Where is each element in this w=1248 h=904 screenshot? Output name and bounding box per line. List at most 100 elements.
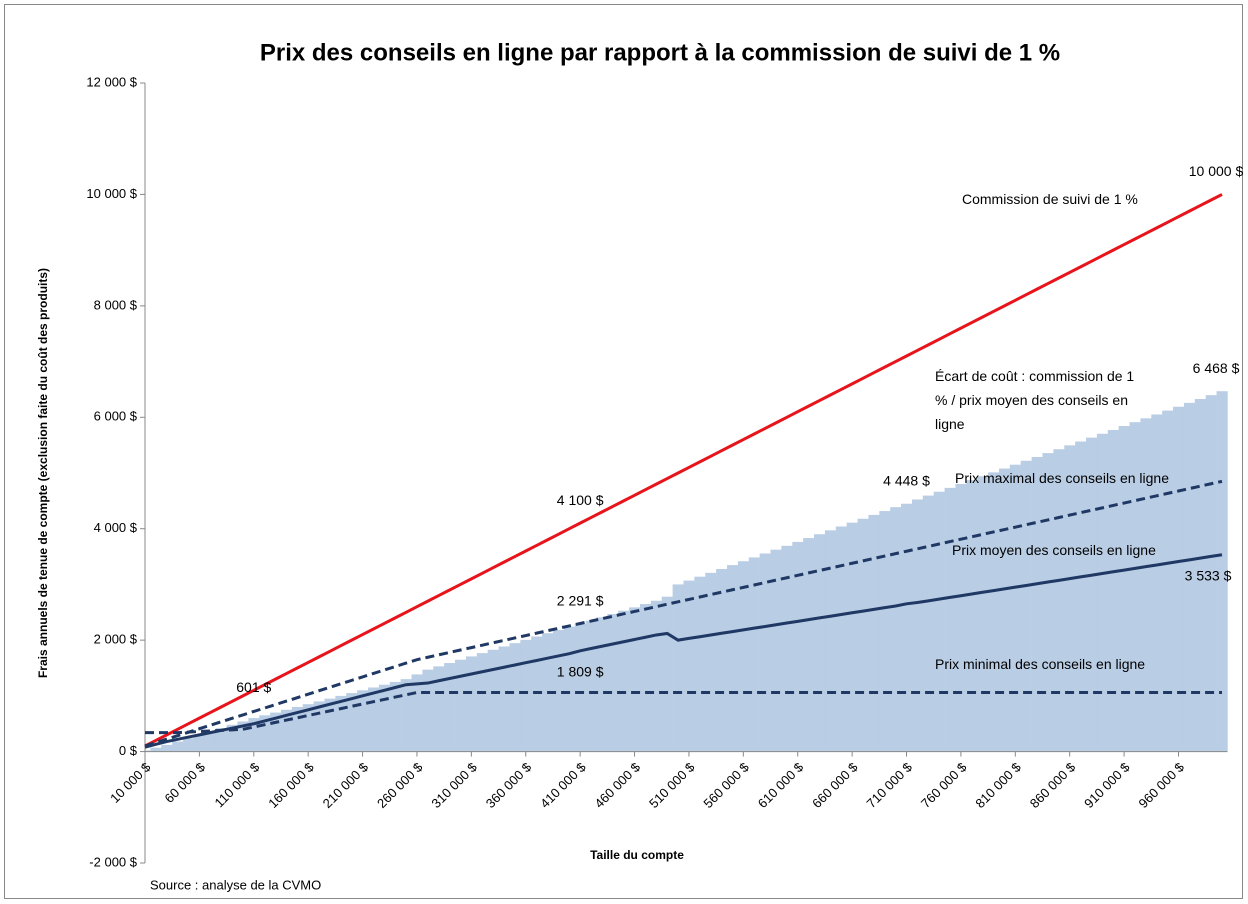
area-step xyxy=(531,636,543,752)
data-label: 3 533 $ xyxy=(1185,567,1232,583)
area-step xyxy=(868,514,880,752)
area-step xyxy=(1194,399,1206,752)
series-name: Prix minimal des conseils en ligne xyxy=(935,656,1146,672)
series-name: Prix moyen des conseils en ligne xyxy=(952,542,1156,558)
area-step xyxy=(1064,445,1076,752)
y-tick-label: 8 000 $ xyxy=(94,297,138,312)
area-step xyxy=(759,553,771,752)
y-tick-label: 6 000 $ xyxy=(94,409,138,424)
area-step xyxy=(629,607,641,752)
area-step xyxy=(270,712,282,752)
area-step xyxy=(465,656,478,752)
area-step xyxy=(313,701,325,752)
area-step xyxy=(1075,441,1087,752)
area-step xyxy=(672,584,684,752)
area-step xyxy=(161,744,173,752)
area-step xyxy=(172,741,184,752)
area-step xyxy=(1183,402,1196,752)
area-step xyxy=(193,734,206,752)
area-step xyxy=(280,709,293,752)
area-step xyxy=(792,541,804,752)
y-tick-label: 12 000 $ xyxy=(86,74,137,89)
area-step xyxy=(727,565,739,752)
area-step xyxy=(487,649,499,752)
area-step xyxy=(1042,453,1054,752)
area-step xyxy=(988,472,1000,752)
data-label: 4 100 $ xyxy=(557,492,604,508)
area-step xyxy=(389,681,401,752)
area-step xyxy=(639,604,652,752)
data-label: 2 291 $ xyxy=(557,593,604,609)
area-step xyxy=(618,610,630,752)
area-step xyxy=(596,617,608,752)
area-step xyxy=(1020,460,1032,752)
area-step xyxy=(737,561,750,752)
area-step xyxy=(1118,426,1130,752)
area-step xyxy=(955,483,967,752)
area-step xyxy=(259,715,271,752)
data-label: 4 448 $ xyxy=(883,472,930,488)
area-step xyxy=(857,518,869,752)
y-tick-label: 2 000 $ xyxy=(94,632,138,647)
area-step xyxy=(509,643,521,752)
area-step xyxy=(226,724,238,752)
area-step xyxy=(204,731,217,752)
area-step xyxy=(302,704,314,752)
area-step xyxy=(650,600,663,752)
area-step xyxy=(150,747,162,752)
data-label: 6 468 $ xyxy=(1193,360,1240,376)
area-step xyxy=(748,557,760,752)
area-step xyxy=(661,596,673,752)
series-name: Prix maximal des conseils en ligne xyxy=(955,470,1169,486)
area-step xyxy=(368,687,380,752)
data-label: 601 $ xyxy=(236,679,271,695)
area-step xyxy=(444,663,456,752)
area-step xyxy=(694,576,706,752)
x-axis-title: Taille du compte xyxy=(590,848,684,862)
area-step xyxy=(378,684,391,752)
area-step xyxy=(901,503,913,752)
chart-title: Prix des conseils en ligne par rapport à… xyxy=(260,39,1060,66)
area-step xyxy=(1173,406,1185,752)
data-label: 10 000 $ xyxy=(1189,163,1244,179)
area-step xyxy=(455,659,467,752)
area-step xyxy=(1086,437,1098,752)
area-step xyxy=(335,695,347,752)
y-axis-title: Frais annuels de tenue de compte (exclus… xyxy=(36,268,50,678)
dashed-line xyxy=(144,479,1223,748)
area-step xyxy=(1129,422,1141,752)
area-step xyxy=(400,679,412,752)
area-step xyxy=(324,698,336,752)
area-step xyxy=(248,718,260,752)
area-step xyxy=(911,499,924,752)
area-step xyxy=(977,476,989,752)
area-step xyxy=(1140,418,1152,752)
area-step xyxy=(705,572,717,752)
area-step xyxy=(922,495,935,752)
y-tick-label: -2 000 $ xyxy=(89,854,137,869)
area-step xyxy=(683,580,695,752)
series-name: Commission de suivi de 1 % xyxy=(962,191,1138,207)
area-step xyxy=(1053,449,1065,752)
area-step xyxy=(803,538,815,752)
area-step xyxy=(1009,464,1022,752)
area-step xyxy=(814,534,826,752)
area-step xyxy=(890,507,902,752)
y-tick-label: 4 000 $ xyxy=(94,520,138,535)
area-step xyxy=(846,522,858,752)
area-step xyxy=(422,669,434,752)
source-note: Source : analyse de la CVMO xyxy=(150,877,321,892)
area-step xyxy=(879,511,891,752)
area-step xyxy=(998,468,1011,752)
area-step xyxy=(1216,391,1228,752)
area-step xyxy=(498,646,510,752)
area-step xyxy=(183,738,195,752)
area-step xyxy=(145,750,151,752)
area-step xyxy=(1151,414,1163,752)
area-step xyxy=(357,690,369,752)
area-step xyxy=(411,674,423,752)
y-tick-label: 10 000 $ xyxy=(86,186,137,201)
area-step xyxy=(966,480,978,752)
